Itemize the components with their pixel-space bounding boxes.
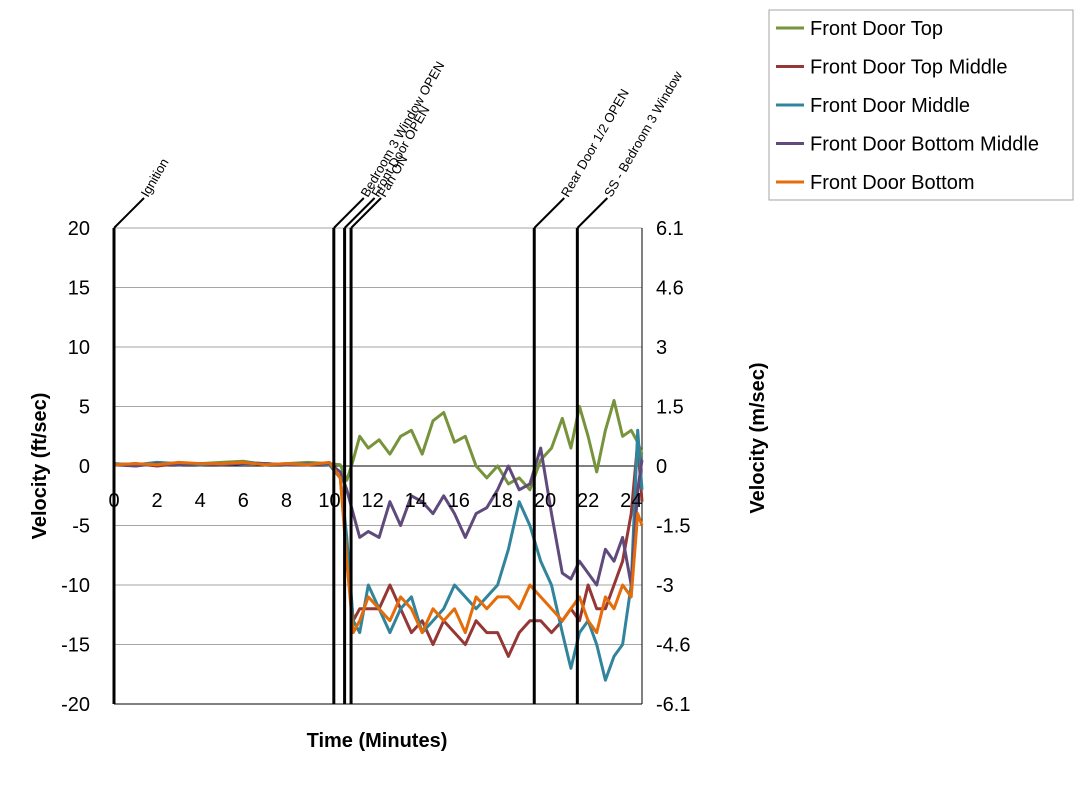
y-tick-label: 15 [68, 278, 90, 300]
y2-tick-label: 3 [656, 337, 667, 359]
legend-label: Front Door Top [810, 18, 943, 40]
y2-tick-label: 1.5 [656, 397, 684, 419]
x-tick-label: 6 [238, 490, 249, 512]
y-tick-label: -15 [61, 635, 90, 657]
x-tick-label: 4 [195, 490, 206, 512]
y2-tick-label: -4.6 [656, 635, 690, 657]
x-tick-label: 2 [152, 490, 163, 512]
legend-label: Front Door Bottom [810, 172, 975, 194]
event-label: SS - Bedroom 3 Window [601, 68, 685, 199]
y2-axis-title: Velocity (m/sec) [747, 362, 769, 513]
series-line [113, 446, 644, 587]
x-tick-label: 10 [318, 490, 340, 512]
y-tick-label: 5 [79, 397, 90, 419]
y-tick-label: 0 [79, 456, 90, 478]
series-line [113, 440, 644, 658]
y2-tick-label: 4.6 [656, 278, 684, 300]
series-line [113, 428, 644, 682]
x-axis-ticks: 0 2 4 6 8 10 12 14 16 18 20 22 24 [108, 490, 642, 512]
x-tick-label: 20 [534, 490, 556, 512]
event-leader [343, 197, 376, 229]
event-leader [113, 197, 145, 229]
series-line [113, 460, 644, 635]
event-leader [533, 197, 565, 229]
event-leader [350, 197, 382, 229]
x-tick-label: 0 [108, 490, 119, 512]
y2-tick-label: 0 [656, 456, 667, 478]
x-tick-label: 24 [620, 490, 642, 512]
y2-tick-label: -1.5 [656, 516, 690, 538]
y-tick-label: 10 [68, 337, 90, 359]
series-lines [113, 399, 644, 682]
event-label: Bedroom 3 Window OPEN [357, 59, 447, 200]
y2-axis-ticks: 6.1 4.6 3 1.5 0 -1.5 -3 -4.6 -6.1 [656, 218, 690, 716]
x-axis-title: Time (Minutes) [307, 730, 448, 752]
y-tick-label: 20 [68, 218, 90, 240]
y-tick-label: -20 [61, 694, 90, 716]
y-axis-ticks: 20 15 10 5 0 -5 -10 -15 -20 [61, 218, 90, 716]
y2-tick-label: 6.1 [656, 218, 684, 240]
y2-tick-label: -6.1 [656, 694, 690, 716]
legend: Front Door Top Front Door Top Middle Front… [768, 9, 1074, 201]
legend-label: Front Door Top Middle [810, 57, 1008, 79]
x-tick-label: 14 [405, 490, 427, 512]
y-axis-title: Velocity (ft/sec) [29, 393, 51, 540]
x-tick-label: 8 [281, 490, 292, 512]
x-tick-label: 16 [448, 490, 470, 512]
series-line [113, 399, 644, 492]
x-tick-label: 12 [361, 490, 383, 512]
event-label: Ignition [138, 156, 172, 200]
legend-label: Front Door Middle [810, 95, 970, 117]
x-tick-label: 18 [491, 490, 513, 512]
y-tick-label: -10 [61, 575, 90, 597]
y2-tick-label: -3 [656, 575, 674, 597]
x-tick-label: 22 [577, 490, 599, 512]
legend-box [768, 9, 1074, 201]
event-leader [576, 197, 609, 229]
y-tick-label: -5 [72, 516, 90, 538]
event-leader [333, 197, 365, 229]
legend-label: Front Door Bottom Middle [810, 134, 1039, 156]
